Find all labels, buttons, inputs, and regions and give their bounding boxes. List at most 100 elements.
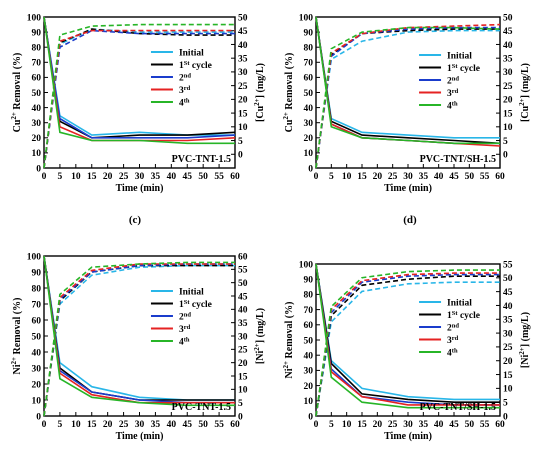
x-tick-label: 40: [167, 172, 177, 182]
concentration-line-series-4: [43, 255, 235, 407]
x-tick-label: 55: [214, 420, 224, 430]
y-left-tick-label: 10: [32, 149, 42, 159]
y-left-tick-label: 30: [32, 119, 42, 129]
concentration-line-series-4: [315, 16, 500, 145]
y-left-tick-label: 100: [27, 13, 42, 23]
panel-label: (c): [129, 214, 142, 226]
y-left-tick-label: 30: [304, 119, 314, 129]
y-right-tick-label: 5: [238, 399, 243, 409]
y-right-tick-label: 35: [503, 54, 513, 64]
removal-line-series-0: [315, 29, 500, 169]
legend-label: 1St cycle: [179, 298, 212, 310]
y-left-tick-label: 90: [32, 28, 42, 38]
plot-frame: [43, 16, 236, 169]
y-right-tick-label: 25: [503, 82, 513, 92]
x-tick-label: 40: [434, 420, 444, 430]
x-tick-label: 15: [357, 420, 367, 430]
chart-panel-0: 0 5 10 15 20 25 30 35 40 45 50 55 600102030405060708…: [10, 13, 266, 194]
y-right-axis-label: [Cu2+] (mg/L): [253, 63, 266, 122]
concentration-line-series-2: [43, 16, 236, 139]
x-tick-label: 20: [103, 420, 113, 430]
y-right-tick-label: 5: [503, 137, 508, 147]
y-right-tick-label: 30: [238, 332, 248, 342]
y-right-tick-label: 25: [238, 82, 248, 92]
x-tick-label: 10: [71, 172, 81, 182]
x-tick-label: 0: [42, 172, 47, 182]
y-right-tick-label: 55: [503, 260, 513, 270]
x-tick-label: 0: [314, 172, 319, 182]
x-tick-label: 45: [183, 420, 193, 430]
x-tick-label: 55: [214, 172, 224, 182]
y-left-tick-label: 0: [36, 164, 41, 174]
legend-label: 4th: [447, 347, 458, 359]
x-tick-label: 20: [103, 172, 113, 182]
x-tick-label: 5: [329, 420, 334, 430]
x-tick-label: 5: [329, 172, 334, 182]
x-tick-label: 45: [183, 172, 193, 182]
sample-annotation: PVC-TNT-1.5: [172, 402, 231, 413]
y-left-tick-label: 60: [32, 74, 42, 84]
legend-label: Initial: [447, 298, 472, 308]
removal-line-series-0: [43, 28, 235, 169]
removal-line-series-1: [43, 264, 235, 417]
removal-line-series-2: [43, 29, 235, 169]
x-axis-label: Time (min): [384, 183, 432, 194]
y-right-tick-label: 45: [503, 288, 513, 298]
y-right-tick-label: 15: [503, 371, 513, 381]
y-right-tick-label: 15: [238, 372, 248, 382]
y-left-tick-label: 0: [308, 412, 313, 422]
legend-label: Initial: [179, 48, 204, 58]
x-tick-label: 35: [419, 172, 429, 182]
concentration-line-series-2: [43, 255, 235, 404]
y-right-tick-label: 20: [503, 357, 513, 367]
x-tick-label: 5: [58, 420, 63, 430]
x-tick-label: 35: [151, 420, 161, 430]
y-left-tick-label: 10: [304, 149, 314, 159]
y-right-tick-label: 15: [503, 109, 513, 119]
y-left-tick-label: 0: [308, 164, 313, 174]
y-left-tick-label: 70: [304, 306, 314, 316]
y-right-tick-label: 20: [503, 96, 513, 106]
y-left-tick-label: 10: [304, 397, 314, 407]
plot-frame: [43, 255, 236, 417]
y-right-tick-label: 35: [503, 316, 513, 326]
y-left-tick-label: 90: [32, 268, 42, 278]
concentration-line-series-2: [315, 263, 500, 406]
x-tick-label: 45: [449, 420, 459, 430]
x-tick-label: 50: [198, 172, 208, 182]
removal-line-series-0: [43, 264, 235, 417]
y-left-tick-label: 20: [32, 134, 42, 144]
y-right-tick-label: 0: [238, 151, 243, 161]
x-tick-label: 25: [388, 172, 398, 182]
y-right-tick-label: 50: [503, 274, 513, 284]
y-right-tick-label: 10: [238, 123, 248, 133]
y-right-tick-label: 30: [503, 68, 513, 78]
y-left-tick-label: 100: [27, 252, 42, 262]
y-left-tick-label: 80: [304, 291, 314, 301]
x-tick-label: 10: [71, 420, 81, 430]
y-left-tick-label: 40: [304, 104, 314, 114]
y-right-tick-label: 50: [503, 13, 513, 23]
x-tick-label: 60: [495, 172, 505, 182]
x-tick-label: 50: [198, 420, 208, 430]
y-left-axis-label: Cu2+ Removal (%): [10, 53, 23, 133]
legend-label: 1St cycle: [447, 62, 480, 74]
x-tick-label: 15: [87, 420, 97, 430]
y-left-axis-label: Ni2+ Removal (%): [282, 302, 295, 379]
y-left-tick-label: 50: [32, 89, 42, 99]
x-tick-label: 25: [388, 420, 398, 430]
y-right-tick-label: 5: [503, 398, 508, 408]
panel-label: (d): [403, 214, 417, 226]
y-left-tick-label: 50: [304, 336, 314, 346]
x-tick-label: 15: [87, 172, 97, 182]
y-left-tick-label: 100: [299, 13, 314, 23]
y-left-tick-label: 40: [304, 352, 314, 362]
y-left-tick-label: 70: [304, 59, 314, 69]
y-right-axis-label: [Ni2+] (mg/L): [253, 308, 266, 364]
y-right-tick-label: 35: [238, 319, 248, 329]
x-tick-label: 50: [465, 172, 475, 182]
x-tick-label: 25: [119, 172, 129, 182]
chart-panel-2: 0 5 10 15 20 25 30 35 40 45 50 55 600102030405060708…: [10, 252, 266, 442]
y-right-tick-label: 45: [238, 292, 248, 302]
legend-label: 2nd: [447, 75, 459, 87]
